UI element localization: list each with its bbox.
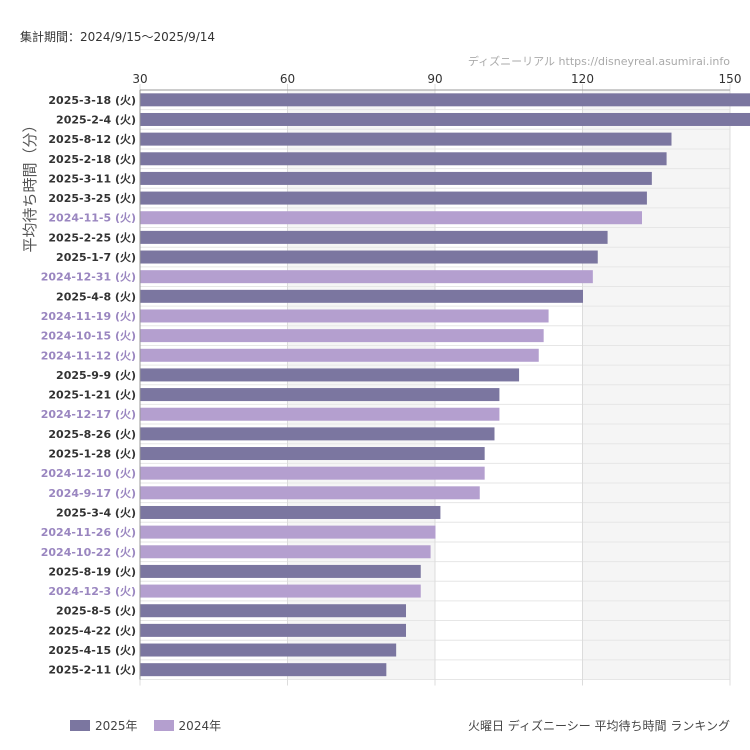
y-category-label: 2024-11-5 (火) [48,212,136,225]
x-tick-label: 60 [280,72,295,86]
y-category-label: 2025-8-12 (火) [48,133,136,146]
bar [140,505,441,519]
bar [140,643,397,657]
bar [140,663,387,677]
bar [140,230,608,244]
y-category-label: 2024-12-17 (火) [41,408,136,421]
y-category-label: 2025-9-9 (火) [56,369,136,382]
legend-swatch-2025 [70,720,90,731]
bar [140,191,647,205]
bar [140,211,642,225]
x-tick-label: 30 [132,72,147,86]
bar [140,564,421,578]
legend-swatch-2024 [153,720,174,731]
y-category-label: 2024-12-3 (火) [48,585,136,598]
y-category-label: 2025-8-5 (火) [56,605,136,618]
bar [140,348,539,362]
y-category-label: 2025-8-19 (火) [48,565,136,578]
bar [140,132,672,146]
y-category-label: 2024-10-22 (火) [41,546,136,559]
source-text: ディズニーリアル https://disneyreal.asumirai.inf… [467,55,730,68]
y-category-label: 2024-12-10 (火) [41,467,136,480]
y-category-label: 2024-12-31 (火) [41,271,136,284]
bar [140,407,500,421]
bar [140,329,544,343]
x-tick-label: 150 [719,72,742,86]
y-category-label: 2024-9-17 (火) [48,487,136,500]
y-category-label: 2025-3-11 (火) [48,172,136,185]
y-category-label: 2025-3-25 (火) [48,192,136,205]
x-tick-label: 90 [427,72,442,86]
bar [140,584,421,598]
bar [140,623,406,637]
y-category-label: 2025-1-28 (火) [48,448,136,461]
bar [140,368,520,382]
legend-item-2025: 2025年 [70,717,138,734]
bar [140,289,583,303]
y-category-label: 2025-3-18 (火) [48,94,136,107]
y-category-label: 2025-3-4 (火) [56,506,136,519]
bar [140,171,652,185]
y-category-label: 2025-2-18 (火) [48,153,136,166]
x-tick-label: 120 [571,72,594,86]
legend-item-2024: 2024年 [153,717,222,734]
period-text: 集計期間：2024/9/15〜2025/9/14 [20,30,216,44]
y-category-label: 2025-1-7 (火) [56,251,136,264]
bar [140,152,667,166]
y-category-label: 2025-2-11 (火) [48,664,136,677]
y-category-label: 2024-11-26 (火) [41,526,136,539]
bar [140,112,750,126]
footer-title: 火曜日 ディズニーシー 平均待ち時間 ランキング [467,719,730,733]
y-category-label: 2024-10-15 (火) [41,330,136,343]
bar [140,466,485,480]
y-category-label: 2024-11-12 (火) [41,349,136,362]
bar [140,545,431,559]
y-category-label: 2024-11-19 (火) [41,310,136,323]
y-category-label: 2025-4-22 (火) [48,624,136,637]
y-category-label: 2025-8-26 (火) [48,428,136,441]
bar [140,250,598,264]
legend-label-2025: 2025年 [95,719,138,733]
bar [140,604,406,618]
bar [140,309,549,323]
y-category-label: 2025-4-15 (火) [48,644,136,657]
y-category-label: 2025-1-21 (火) [48,389,136,402]
bar [140,427,495,441]
y-axis-title: 平均待ち時間（分） [21,117,39,252]
bar [140,388,500,402]
bar [140,270,593,284]
bar [140,93,750,107]
legend-label-2024: 2024年 [178,719,222,733]
y-category-label: 2025-2-25 (火) [48,231,136,244]
bar [140,447,485,461]
y-category-label: 2025-4-8 (火) [56,290,136,303]
legend: 2025年 2024年 [70,717,237,734]
y-category-label: 2025-2-4 (火) [56,113,136,126]
bar [140,486,480,500]
bar [140,525,436,539]
ranking-chart: 30 60 90 120 150 2025-3-18 (火) 2025-2-4 (火) 202… [21,72,750,686]
